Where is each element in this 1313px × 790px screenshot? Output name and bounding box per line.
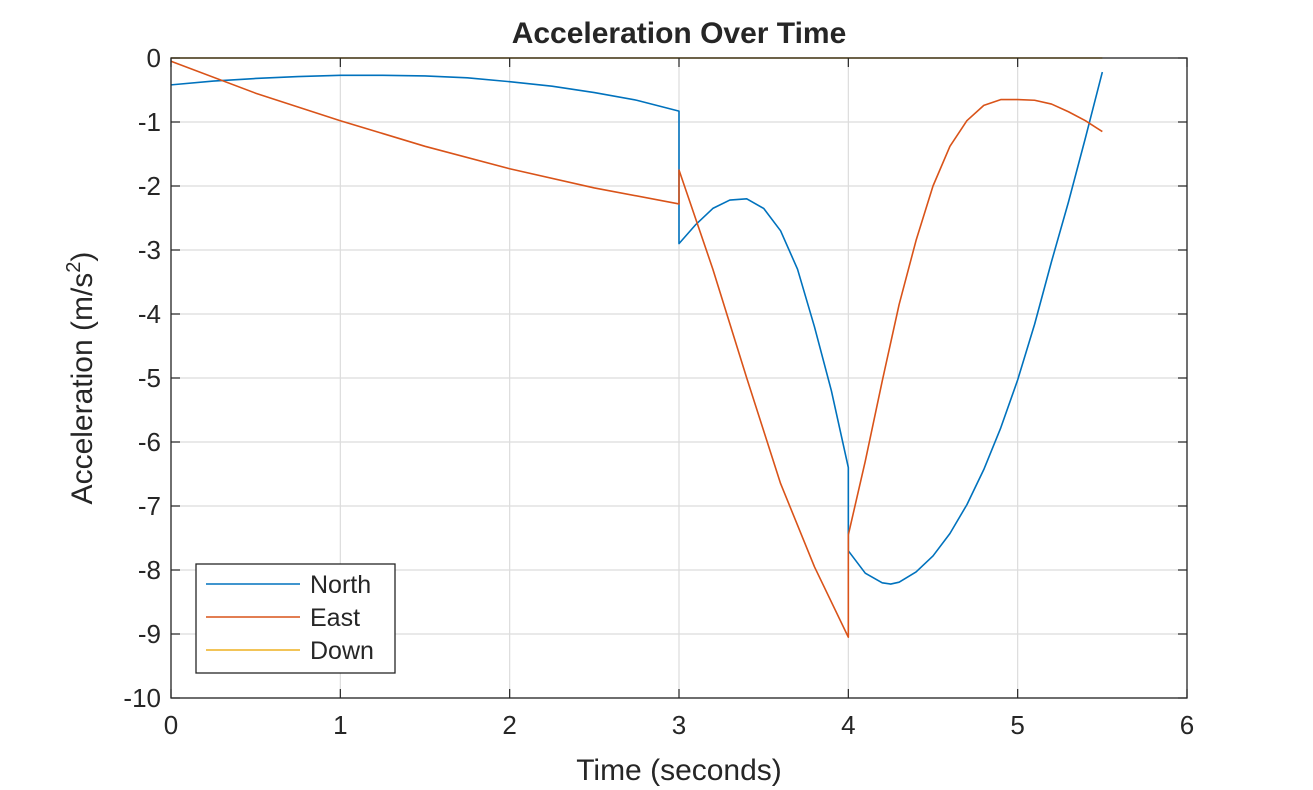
x-tick-label: 3 — [672, 710, 686, 740]
x-tick-label: 5 — [1010, 710, 1024, 740]
y-tick-label: -3 — [138, 235, 161, 265]
y-axis-title-superscript: 2 — [63, 262, 85, 273]
y-tick-label: -8 — [138, 555, 161, 585]
y-tick-label: -1 — [138, 107, 161, 137]
y-tick-label: -2 — [138, 171, 161, 201]
y-tick-label: -4 — [138, 299, 161, 329]
legend: North East Down — [195, 563, 396, 674]
series-line-north — [170, 71, 1104, 585]
y-tick-label: 0 — [147, 43, 161, 73]
x-tick-label: 2 — [502, 710, 516, 740]
y-tick-label: -10 — [123, 683, 161, 713]
x-tick-label: 4 — [841, 710, 855, 740]
y-axis-title-close: ) — [66, 252, 99, 262]
ticks: 0 1 2 3 4 5 6 0 -1 -2 -3 -4 -5 -6 -7 -8 -9 -10 — [123, 43, 1194, 740]
series-line-east — [170, 60, 1103, 639]
y-tick-label: -7 — [138, 491, 161, 521]
y-tick-label: -6 — [138, 427, 161, 457]
x-axis-title: Time (seconds) — [576, 754, 782, 787]
x-tick-label: 0 — [164, 710, 178, 740]
chart-title: Acceleration Over Time — [512, 17, 847, 50]
legend-label-east: East — [310, 604, 360, 632]
y-axis-title: Acceleration (m/s2) — [63, 252, 99, 505]
y-tick-label: -5 — [138, 363, 161, 393]
legend-box — [195, 563, 396, 674]
legend-label-north: North — [310, 571, 371, 599]
legend-label-down: Down — [310, 637, 374, 665]
x-tick-label: 6 — [1180, 710, 1194, 740]
x-tick-label: 1 — [333, 710, 347, 740]
y-tick-label: -9 — [138, 619, 161, 649]
y-axis-title-main: Acceleration (m/s — [66, 273, 99, 505]
